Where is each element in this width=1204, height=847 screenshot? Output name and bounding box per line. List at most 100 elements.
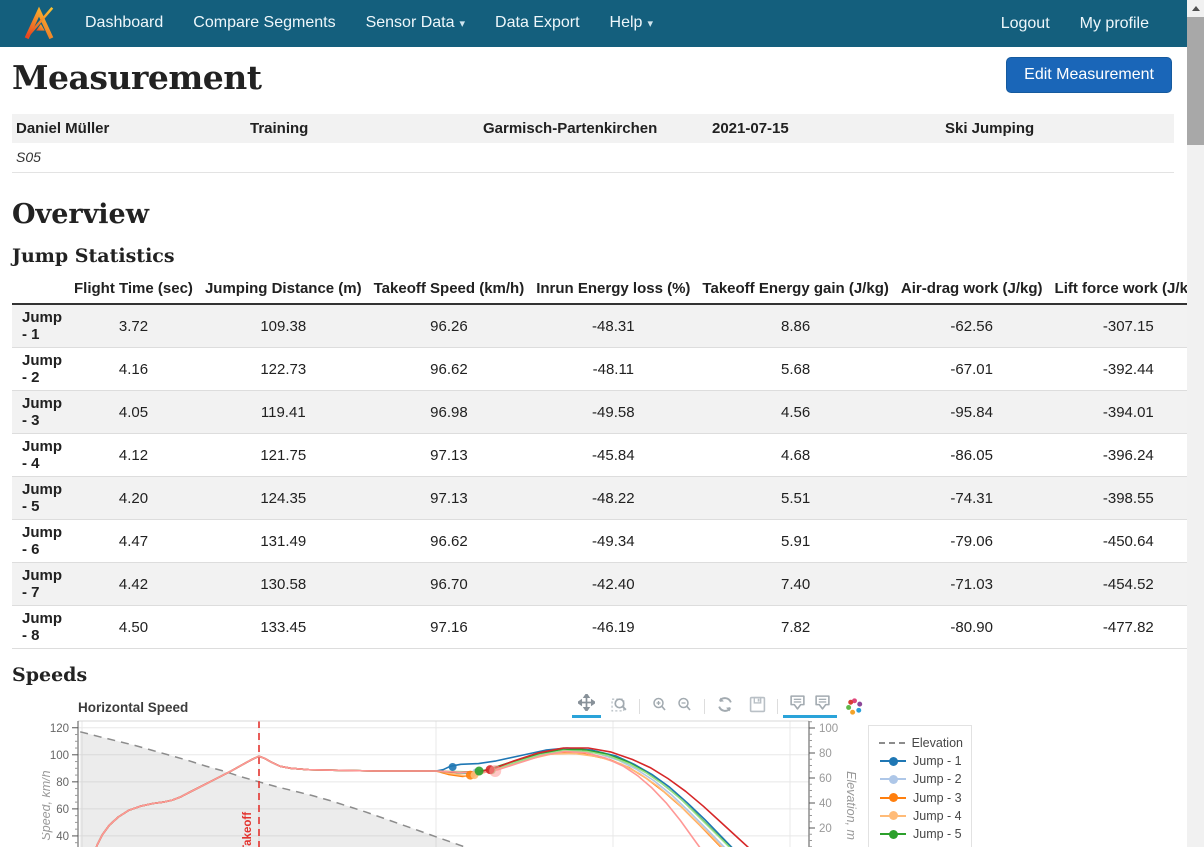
legend-item-jump-6[interactable]: Jump - 6 xyxy=(879,843,963,847)
row-label: Jump - 4 xyxy=(22,438,63,472)
cell-value: 109.38 xyxy=(260,317,307,335)
svg-text:100: 100 xyxy=(819,723,838,735)
modebar-separator xyxy=(639,698,640,714)
nav-logout[interactable]: Logout xyxy=(986,0,1065,47)
cell-value: 131.49 xyxy=(260,532,307,550)
box-zoom-icon[interactable] xyxy=(607,696,632,713)
table-header: Flight Time (sec) Jumping Distance (m) Tak… xyxy=(12,276,1204,305)
cell-value: -86.05 xyxy=(950,446,993,464)
nav-sensor-data-label: Sensor Data xyxy=(365,14,455,31)
page-title: Measurement xyxy=(12,58,262,97)
cell-value: -48.22 xyxy=(592,489,635,507)
svg-text:60: 60 xyxy=(56,804,69,816)
cell-value: 97.13 xyxy=(430,489,468,507)
chart-legend: Elevation Jump - 1 Jump - 2 Jump - 3 Jump - … xyxy=(868,725,972,847)
cell-value: 96.26 xyxy=(430,317,468,335)
hover-compare-icon[interactable] xyxy=(810,694,835,711)
vertical-scrollbar[interactable] xyxy=(1187,0,1204,847)
legend-item-jump-2[interactable]: Jump - 2 xyxy=(879,770,963,788)
scroll-up-arrow-icon xyxy=(1191,6,1200,11)
landing-marker xyxy=(448,762,457,771)
nav-dashboard[interactable]: Dashboard xyxy=(70,0,178,48)
row-label: Jump - 1 xyxy=(22,309,63,343)
cell-value: 4.12 xyxy=(118,446,149,464)
svg-text:80: 80 xyxy=(819,748,832,760)
elevation-line xyxy=(80,731,468,847)
row-label: Jump - 5 xyxy=(22,481,63,515)
cell-value: -477.82 xyxy=(1102,618,1154,636)
table-row: Jump - 5 4.20 124.35 97.13 -48.22 5.51 -74.31 -… xyxy=(12,476,1204,520)
modebar-group-zoom xyxy=(605,694,634,717)
nav-data-export[interactable]: Data Export xyxy=(480,0,594,48)
cell-value: -45.84 xyxy=(592,446,635,464)
legend-item-elevation[interactable]: Elevation xyxy=(879,734,963,752)
modebar-separator xyxy=(704,698,705,714)
column-header: Lift force work (J/kg) xyxy=(1048,276,1204,305)
scroll-up-button[interactable] xyxy=(1187,0,1204,17)
cell-value: 4.50 xyxy=(118,618,149,636)
cell-value: -396.24 xyxy=(1102,446,1154,464)
measurement-info-row: Daniel Müller Training Garmisch-Partenki… xyxy=(12,114,1174,143)
speed-chart-canvas[interactable]: Takeoff-1000100200300020406080100120-200… xyxy=(39,692,1182,847)
modebar-group-save xyxy=(743,694,772,717)
modebar-group-reset xyxy=(710,694,739,717)
cell-value: -79.06 xyxy=(950,532,993,550)
legend-item-jump-3[interactable]: Jump - 3 xyxy=(879,789,963,807)
table-row: Jump - 6 4.47 131.49 96.62 -49.34 5.91 -79.06 -… xyxy=(12,520,1204,563)
nav-my-profile[interactable]: My profile xyxy=(1065,0,1164,47)
zoom-in-icon[interactable] xyxy=(647,696,672,713)
cell-value: 133.45 xyxy=(260,618,307,636)
app-logo[interactable] xyxy=(20,3,62,45)
cell-value: 4.68 xyxy=(781,446,811,464)
y-axis-left-title: Speed, km/h xyxy=(42,770,53,840)
measurement-info: Daniel Müller Training Garmisch-Partenki… xyxy=(12,114,1174,173)
cell-value: 4.16 xyxy=(118,360,149,378)
top-navbar: Dashboard Compare Segments Sensor Data ▾ … xyxy=(0,0,1204,47)
pan-icon[interactable] xyxy=(574,694,599,711)
athlete-name: Daniel Müller xyxy=(16,120,110,137)
horizontal-speed-chart: Horizontal Speed xyxy=(39,692,1202,847)
nav-help-dropdown[interactable]: Help ▾ xyxy=(595,0,668,48)
legend-sample-swatch xyxy=(879,829,907,839)
table-row: Jump - 7 4.42 130.58 96.70 -42.40 7.40 -71.03 -… xyxy=(12,562,1204,606)
cell-value: 7.82 xyxy=(781,618,811,636)
table-corner xyxy=(12,276,69,305)
cell-value: -67.01 xyxy=(950,360,993,378)
nav-sensor-data-dropdown[interactable]: Sensor Data ▾ xyxy=(351,0,480,48)
legend-sample-swatch xyxy=(879,774,907,784)
date: 2021-07-15 xyxy=(712,120,789,137)
cell-value: 8.86 xyxy=(781,317,811,335)
cell-value: 119.41 xyxy=(260,403,306,421)
row-label: Jump - 2 xyxy=(22,352,63,386)
edit-measurement-button[interactable]: Edit Measurement xyxy=(1006,57,1172,93)
legend-label: Jump - 5 xyxy=(913,827,962,842)
legend-item-jump-1[interactable]: Jump - 1 xyxy=(879,752,963,770)
cell-value: -74.31 xyxy=(950,489,993,507)
legend-item-jump-4[interactable]: Jump - 4 xyxy=(879,807,963,825)
reset-axes-icon[interactable] xyxy=(712,696,737,713)
modebar-group-hover xyxy=(783,692,837,718)
nav-compare-segments[interactable]: Compare Segments xyxy=(178,0,350,48)
cell-value: -49.34 xyxy=(592,532,635,550)
plotly-logo-icon[interactable] xyxy=(842,697,867,715)
cell-value: 4.47 xyxy=(118,532,149,550)
nav-dashboard-label: Dashboard xyxy=(85,14,164,31)
table-row: Jump - 1 3.72 109.38 96.26 -48.31 8.86 -62.56 -… xyxy=(12,304,1204,348)
hover-closest-icon[interactable] xyxy=(785,694,810,711)
legend-sample-swatch xyxy=(879,742,906,745)
jump-statistics-table: Flight Time (sec) Jumping Distance (m) Tak… xyxy=(12,276,1204,649)
measurement-note: S05 xyxy=(12,143,1174,173)
save-plot-icon[interactable] xyxy=(745,696,770,713)
legend-label: Jump - 6 xyxy=(913,845,962,847)
zoom-out-icon[interactable] xyxy=(672,696,697,713)
column-header: Takeoff Speed (km/h) xyxy=(367,276,531,305)
table-row: Jump - 4 4.12 121.75 97.13 -45.84 4.68 -86.05 -… xyxy=(12,434,1204,477)
legend-sample-swatch xyxy=(879,793,907,803)
cell-value: -95.84 xyxy=(950,403,993,421)
cell-value: 5.68 xyxy=(781,360,811,378)
legend-label: Jump - 4 xyxy=(913,808,962,823)
legend-item-jump-5[interactable]: Jump - 5 xyxy=(879,825,963,843)
scrollbar-thumb[interactable] xyxy=(1187,17,1204,145)
svg-text:80: 80 xyxy=(56,777,69,789)
caret-down-icon: ▾ xyxy=(647,18,653,30)
